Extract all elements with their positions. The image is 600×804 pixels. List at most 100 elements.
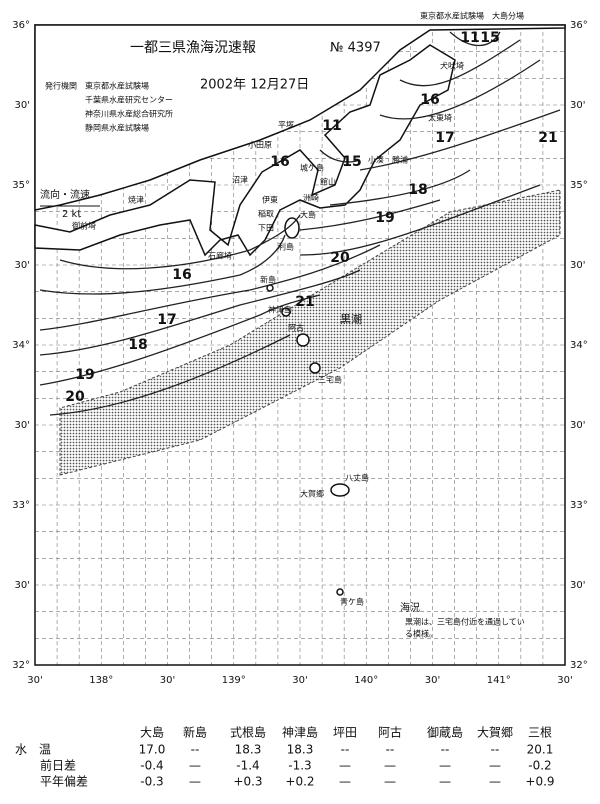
table-cell: -0.2: [528, 759, 551, 773]
lat-label: 35°: [12, 180, 30, 191]
lat-label: 30': [570, 420, 585, 431]
isotherm-label: 18: [128, 337, 147, 353]
row-label: 前日差: [40, 758, 76, 773]
table-cell: 18.3: [287, 743, 314, 757]
table-cell: --: [191, 743, 200, 757]
table-header: 式根島: [230, 725, 266, 740]
table-cell: —: [339, 775, 351, 789]
flow-legend: 流向・流速 2 kt: [40, 188, 100, 220]
table-cell: —: [489, 775, 501, 789]
bulletin-number: № 4397: [330, 41, 381, 56]
table-header: 三根: [528, 726, 552, 740]
isotherm-label: 17: [435, 130, 454, 146]
lat-label: 30': [15, 260, 30, 271]
table-cell: —: [384, 759, 396, 773]
lat-label: 33°: [570, 500, 588, 511]
row-label: 平年偏差: [40, 774, 88, 789]
place-label: 利島: [278, 242, 294, 252]
issuer: 静岡県水産試験場: [85, 123, 149, 133]
lon-label: 141°: [487, 675, 511, 686]
table-cell: 17.0: [139, 743, 166, 757]
isotherm-label: 11: [460, 30, 479, 46]
date: 2002年 12月27日: [200, 78, 309, 93]
place-label: 犬吠埼: [440, 61, 464, 71]
place-label: 稲取: [258, 209, 274, 219]
table-cell: --: [491, 743, 500, 757]
isotherm-label: 17: [157, 312, 176, 328]
table-cell: +0.9: [525, 775, 554, 789]
lat-label: 30': [15, 100, 30, 111]
island: [309, 362, 321, 374]
island: [281, 307, 291, 317]
table-header: 大島: [140, 725, 164, 740]
table-cell: 20.1: [527, 743, 554, 757]
table-cell: -0.4: [140, 759, 163, 773]
place-label: 青ケ島: [340, 597, 364, 607]
table-cell: —: [189, 775, 201, 789]
place-label: 新島: [260, 275, 276, 285]
place-label: 大賀郷: [300, 489, 324, 499]
lat-label: 36°: [12, 20, 30, 31]
isotherm-label: 11: [322, 118, 341, 134]
row-label: 水 温: [15, 743, 51, 757]
place-label: 太東埼: [428, 113, 452, 123]
isotherm-label: 20: [330, 250, 350, 266]
table-cell: —: [489, 759, 501, 773]
isotherm-label: 21: [295, 294, 314, 310]
isotherm-label: 21: [538, 130, 557, 146]
place-label: 小田原: [248, 141, 272, 150]
island: [296, 333, 310, 347]
table-header: 阿古: [378, 725, 402, 740]
table-cell: -0.3: [140, 775, 163, 789]
lat-label: 33°: [12, 500, 30, 511]
lat-label: 36°: [570, 20, 588, 31]
kuroshio-band: [59, 189, 561, 476]
lat-label: 32°: [570, 660, 588, 671]
island: [284, 217, 300, 239]
place-label: 神津島: [268, 305, 292, 315]
note-text: 黒潮は、三宅島付近を通過してい: [405, 617, 525, 627]
place-label: 館山: [320, 177, 336, 187]
place-label: 小湊: [368, 155, 384, 165]
note-title: 海況: [400, 601, 420, 614]
isotherm-label: 20: [65, 389, 85, 405]
issuer: 千葉県水産研究センター: [85, 95, 173, 105]
table-cell: --: [441, 743, 450, 757]
isotherm-label: 19: [375, 210, 394, 226]
lon-label: 139°: [222, 675, 246, 686]
table-cell: --: [386, 743, 395, 757]
branch: 東京都水産試験場 大島分場: [420, 11, 524, 21]
table-cell: —: [384, 775, 396, 789]
table-cell: +0.2: [285, 775, 314, 789]
note-text: る模様。: [405, 629, 437, 639]
table-header: 御蔵島: [427, 725, 463, 740]
table-header: 神津島: [282, 725, 318, 740]
lon-label: 30': [27, 675, 42, 686]
table-cell: --: [341, 743, 350, 757]
place-label: 洲崎: [303, 193, 319, 203]
table-cell: -1.3: [288, 759, 311, 773]
table-header: 大賀郷: [477, 726, 513, 740]
isotherm-label: 16: [172, 267, 191, 283]
table-header: 坪田: [333, 726, 357, 740]
isotherm-label: 15: [480, 30, 499, 46]
lon-label: 30': [160, 675, 175, 686]
lon-label: 30': [292, 675, 307, 686]
place-label: 大島: [300, 210, 316, 220]
isotherm-label: 18: [408, 182, 427, 198]
table-cell: —: [339, 759, 351, 773]
place-label: 八丈島: [345, 473, 369, 483]
lon-label: 138°: [89, 675, 113, 686]
table-cell: -1.4: [236, 759, 259, 773]
title: 一都三県漁海況速報: [130, 40, 256, 56]
place-label: 勝浦: [392, 155, 408, 165]
island: [336, 588, 344, 596]
place-label: 焼津: [128, 195, 144, 205]
lat-label: 30': [15, 420, 30, 431]
place-label: 城ケ島: [300, 163, 324, 173]
lon-label: 30': [425, 675, 440, 686]
lat-label: 30': [570, 260, 585, 271]
coastline: [34, 44, 456, 257]
island: [330, 483, 350, 497]
